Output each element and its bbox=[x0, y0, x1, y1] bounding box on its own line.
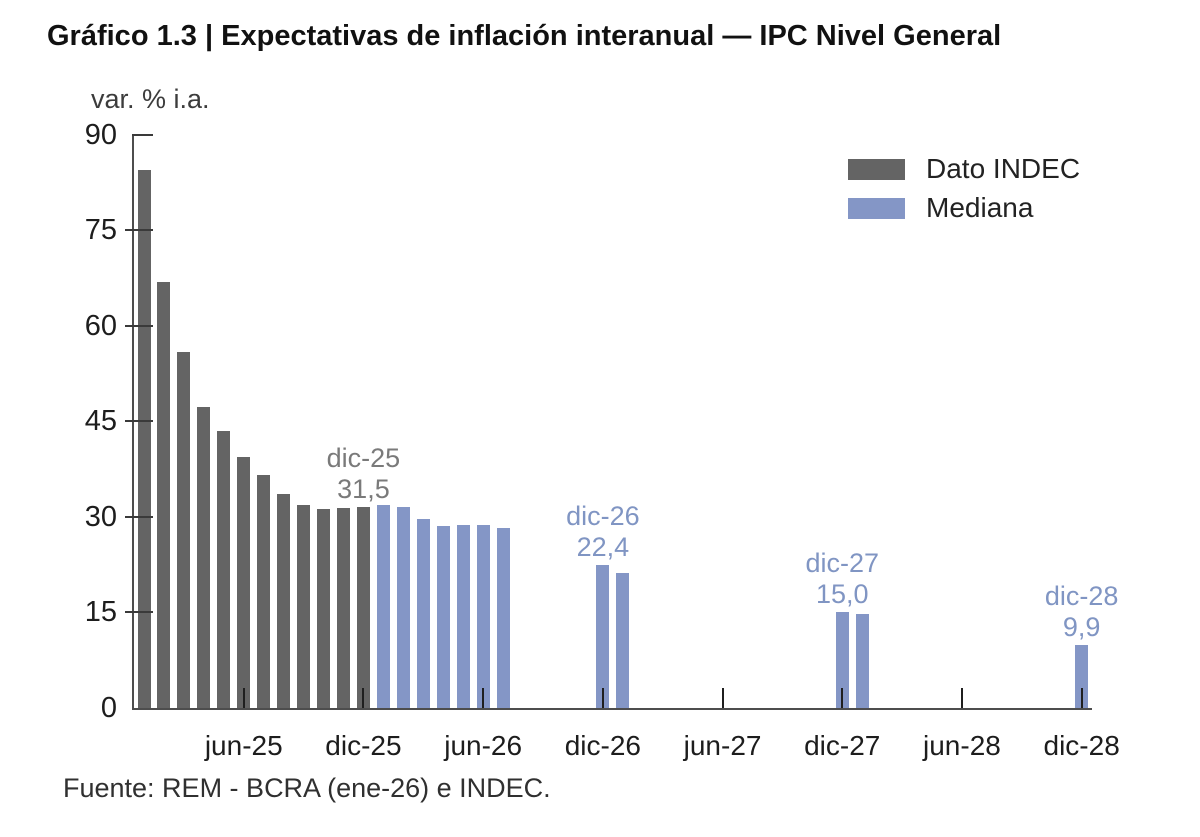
annotation-month-dic-27: dic-27 bbox=[805, 548, 880, 579]
annotation-value-dic-25: 31,5 bbox=[337, 474, 390, 505]
bar-feb-25 bbox=[157, 281, 171, 708]
legend-item-mediana: Mediana bbox=[848, 192, 1034, 223]
x-tick-label-dic-28: dic-28 bbox=[1043, 730, 1120, 761]
annotation-dic-25: dic-25 31,5 bbox=[293, 443, 433, 505]
y-tick-label-0: 0 bbox=[100, 692, 117, 724]
y-tick-75 bbox=[125, 229, 153, 232]
y-tick-30 bbox=[125, 515, 153, 518]
bar-ene-25 bbox=[137, 169, 151, 708]
x-tick-label-jun-25: jun-25 bbox=[204, 730, 283, 761]
x-tick-jun-26 bbox=[482, 688, 485, 708]
bar-jun-26 bbox=[476, 524, 490, 708]
y-tick-label-60: 60 bbox=[84, 309, 117, 342]
y-tick-label-15: 15 bbox=[84, 596, 117, 629]
y-tick-label-45: 45 bbox=[84, 405, 117, 438]
y-tick-15 bbox=[125, 611, 153, 614]
annotation-value-dic-28: 9,9 bbox=[1062, 611, 1101, 642]
x-tick-jun-25 bbox=[242, 688, 245, 708]
y-tick-label-75: 75 bbox=[84, 214, 117, 247]
bar-oct-25 bbox=[317, 508, 331, 708]
y-axis-line bbox=[132, 135, 134, 710]
bar-dic-26 bbox=[596, 565, 610, 708]
legend-swatch-mediana bbox=[848, 197, 905, 219]
legend-item-dato-indec: Dato INDEC bbox=[848, 153, 1081, 184]
bar-dic-25 bbox=[356, 507, 370, 708]
source-note: Fuente: REM - BCRA (ene-26) e INDEC. bbox=[63, 773, 551, 803]
x-tick-label-dic-26: dic-26 bbox=[564, 730, 641, 761]
y-tick-45 bbox=[125, 420, 153, 423]
annotation-dic-26: dic-26 22,4 bbox=[533, 501, 673, 563]
chart-title: Gráfico 1.3 | Expectativas de inflación … bbox=[47, 20, 1002, 52]
bar-nov-25 bbox=[337, 507, 350, 708]
x-tick-label-jun-27: jun-27 bbox=[683, 730, 762, 761]
x-tick-label-jun-28: jun-28 bbox=[923, 730, 1001, 761]
bar-mar-25 bbox=[177, 351, 191, 708]
bar-feb-26 bbox=[396, 507, 410, 708]
bar-mar-26 bbox=[416, 519, 430, 708]
annotation-dic-28: dic-28 9,9 bbox=[1012, 581, 1152, 643]
y-tick-label-90: 90 bbox=[84, 118, 117, 151]
bar-may-26 bbox=[456, 524, 470, 708]
bar-abr-26 bbox=[436, 525, 450, 708]
y-tick-90 bbox=[132, 133, 153, 136]
bar-dic-28 bbox=[1075, 644, 1089, 708]
x-tick-jun-27 bbox=[721, 688, 724, 708]
annotation-month-dic-28: dic-28 bbox=[1044, 580, 1119, 611]
annotation-value-dic-26: 22,4 bbox=[576, 532, 630, 563]
x-tick-label-dic-25: dic-25 bbox=[325, 730, 402, 761]
bar-abr-25 bbox=[197, 406, 211, 708]
bar-sep-25 bbox=[297, 505, 311, 708]
bar-dic-27 bbox=[835, 612, 849, 708]
bar-jul-26 bbox=[496, 528, 510, 708]
bar-jul-25 bbox=[257, 474, 271, 708]
bar-may-25 bbox=[217, 430, 231, 708]
bar-ene-27 bbox=[616, 572, 630, 708]
y-tick-60 bbox=[125, 324, 153, 327]
annotation-month-dic-25: dic-25 bbox=[326, 443, 401, 474]
annotation-dic-27: dic-27 15,0 bbox=[772, 548, 912, 610]
legend-swatch-dato-indec bbox=[848, 158, 905, 180]
x-tick-dic-27 bbox=[841, 688, 844, 708]
annotation-month-dic-26: dic-26 bbox=[566, 501, 640, 532]
y-axis-unit-label: var. % i.a. bbox=[91, 84, 210, 114]
y-tick-label-30: 30 bbox=[84, 500, 117, 533]
annotation-value-dic-27: 15,0 bbox=[815, 579, 869, 610]
bar-ene-28 bbox=[855, 613, 869, 708]
x-axis-line bbox=[132, 708, 1092, 710]
x-tick-dic-25 bbox=[362, 688, 365, 708]
x-tick-label-dic-27: dic-27 bbox=[804, 730, 881, 761]
x-tick-dic-28 bbox=[1080, 688, 1083, 708]
x-tick-jun-28 bbox=[960, 688, 963, 708]
bar-ene-26 bbox=[376, 504, 390, 708]
bar-ago-25 bbox=[277, 493, 291, 708]
legend-label-mediana: Mediana bbox=[926, 192, 1034, 223]
x-tick-label-jun-26: jun-26 bbox=[444, 730, 523, 761]
x-tick-dic-26 bbox=[601, 688, 604, 708]
legend-label-dato-indec: Dato INDEC bbox=[926, 153, 1081, 184]
bar-jun-25 bbox=[237, 457, 251, 708]
